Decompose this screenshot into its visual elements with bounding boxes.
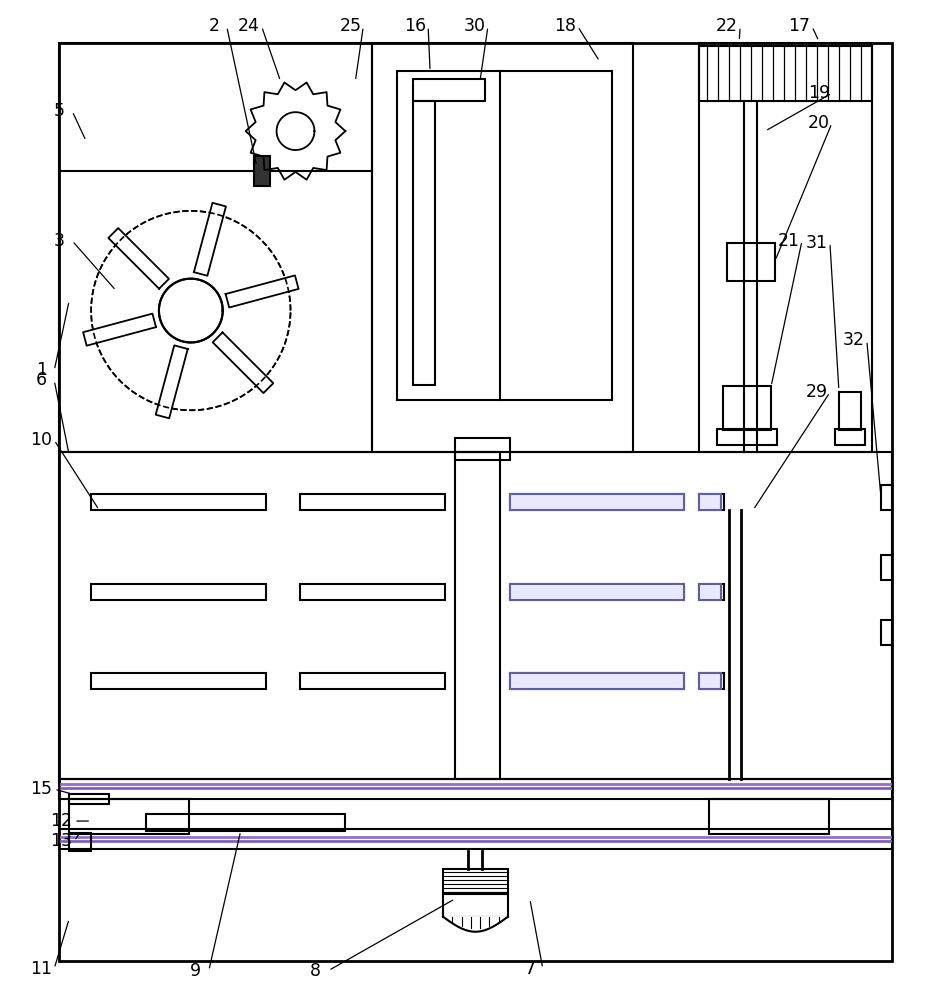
Bar [700,494,724,510]
Text: 24: 24 [238,17,260,35]
Bar [59,829,892,849]
Bar [717,429,777,445]
Bar [397,71,612,400]
Text: 20: 20 [808,114,830,132]
Bar [881,485,892,510]
Bar [510,494,685,510]
Text: 19: 19 [808,84,830,102]
Bar [443,893,508,917]
Bar [413,79,485,101]
Bar [59,43,373,452]
Text: 1: 1 [35,361,47,379]
Text: 12: 12 [50,812,72,830]
Bar [700,43,871,452]
Text: 31: 31 [806,234,828,252]
Polygon shape [83,314,156,346]
Text: 13: 13 [50,832,72,850]
Bar [455,438,510,460]
Text: 16: 16 [404,17,426,35]
Bar [59,452,892,779]
Text: 11: 11 [30,960,52,978]
Polygon shape [443,917,508,932]
Bar [839,392,861,430]
Text: 15: 15 [30,780,52,798]
Text: 9: 9 [191,962,202,980]
Text: 25: 25 [339,17,361,35]
Bar [510,494,685,510]
Bar [254,156,270,186]
Bar [510,584,685,600]
Bar [700,46,871,101]
Bar [413,101,435,385]
Polygon shape [194,203,226,276]
Text: 21: 21 [778,232,800,250]
Text: 30: 30 [464,17,486,35]
Bar [881,555,892,580]
Bar [835,429,865,445]
Text: 6: 6 [35,371,47,389]
Text: 18: 18 [554,17,575,35]
Bar [69,833,92,851]
Polygon shape [108,228,169,289]
Bar [455,452,500,779]
Bar [510,584,685,600]
Text: 5: 5 [54,102,64,120]
Bar [723,386,771,430]
Bar [700,584,721,600]
Bar [92,584,265,600]
Bar [700,494,721,510]
Bar [301,673,446,689]
Bar [700,673,724,689]
Bar [301,584,446,600]
Text: 32: 32 [842,331,865,349]
Bar [728,243,775,281]
Bar [709,799,828,834]
Bar [700,584,724,600]
Bar [881,620,892,645]
Bar [69,799,189,834]
Polygon shape [156,345,188,418]
Text: 2: 2 [208,17,219,35]
Text: 10: 10 [30,431,52,449]
Bar [510,673,685,689]
Text: 22: 22 [716,17,738,35]
Bar [69,794,109,804]
Bar [301,494,446,510]
Bar [443,869,508,894]
Bar [92,673,265,689]
Text: 8: 8 [310,962,321,980]
Bar [700,673,721,689]
Text: 29: 29 [806,383,828,401]
Bar [510,673,685,689]
Text: 17: 17 [788,17,810,35]
Bar [146,814,346,831]
Polygon shape [226,275,299,308]
Bar [59,43,892,961]
Bar [373,43,632,452]
Bar [59,779,892,799]
Text: 7: 7 [524,960,535,978]
Text: 3: 3 [54,232,64,250]
Bar [92,494,265,510]
Polygon shape [213,332,274,393]
